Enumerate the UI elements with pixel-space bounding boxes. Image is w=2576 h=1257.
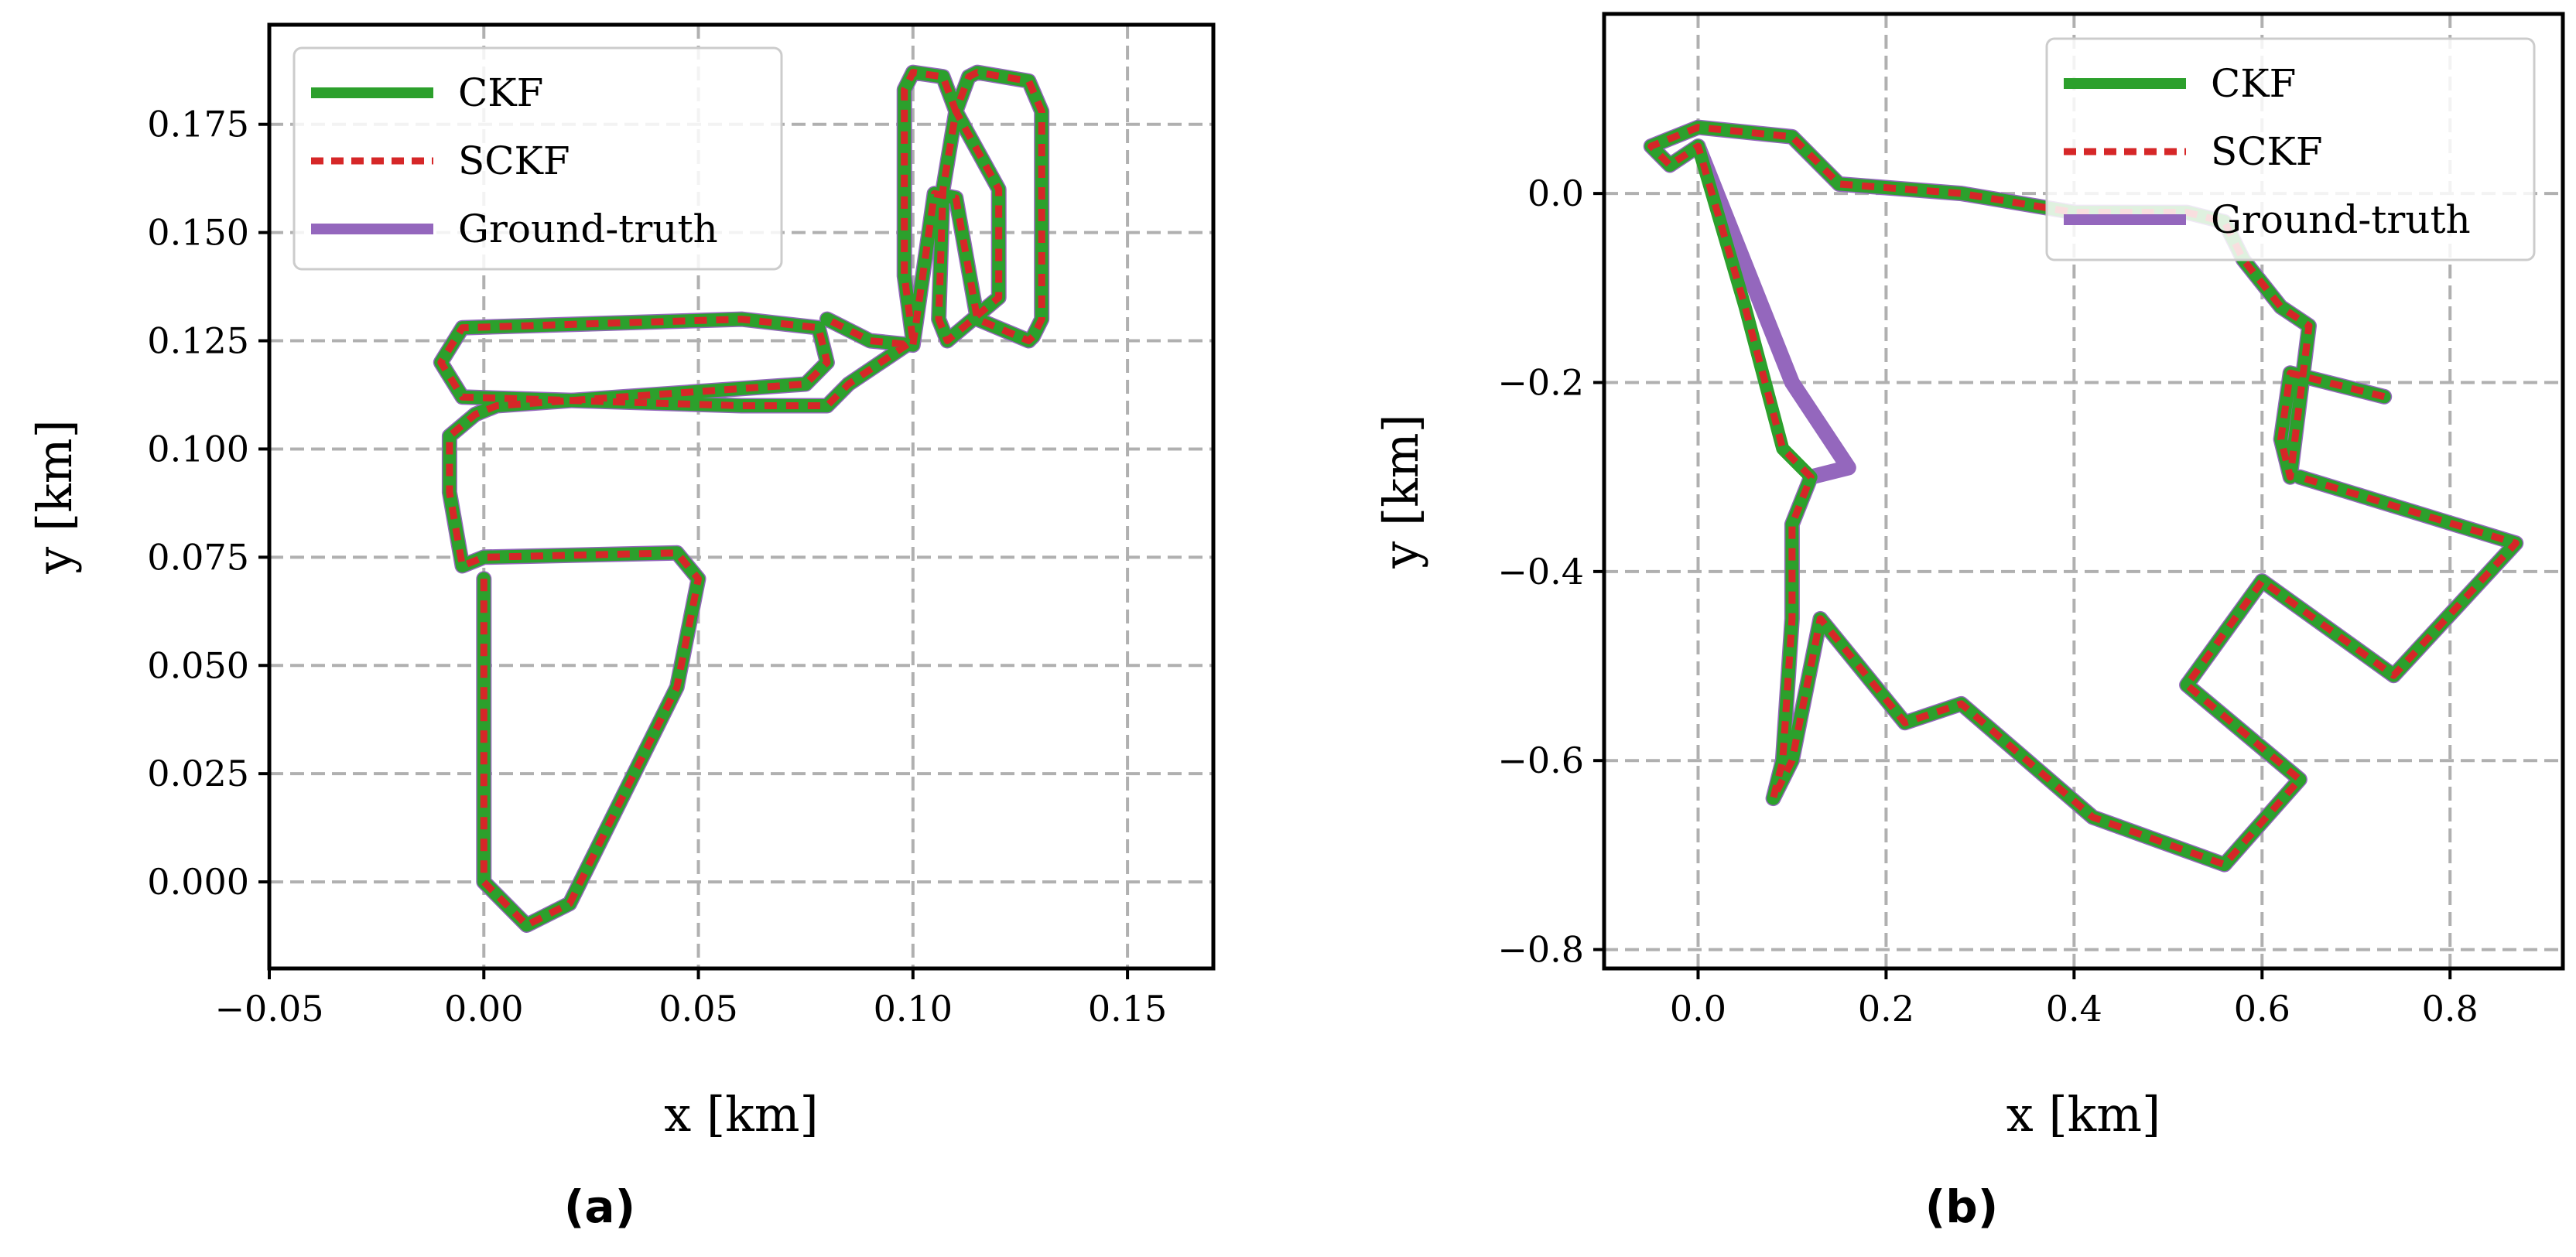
- legend-label: Ground-truth: [458, 207, 718, 251]
- y-tick-label: 0.075: [147, 536, 249, 578]
- legend-box: [2045, 37, 2536, 261]
- y-tick-label: 0.0: [1527, 172, 1584, 214]
- y-tick-label: −0.8: [1497, 929, 1584, 971]
- x-tick-label: 0.10: [874, 988, 953, 1030]
- legend-label: CKF: [2211, 61, 2296, 106]
- plot-area: [433, 64, 1050, 933]
- chart-b: 0.0 0.2 0.4 0.6 0.8 −0.8 −0.6 −0.4 −0.2 0.0 x [km]…: [1373, 12, 2565, 1233]
- x-tick-label: 0.2: [1858, 988, 1914, 1030]
- plot-frame: [1602, 12, 2565, 971]
- chart-a: −0.05 0.00 0.05 0.10 0.15 0.000 0.025 0.050 0.07…: [26, 22, 1216, 1233]
- y-axis-label: y [km]: [26, 419, 83, 574]
- legend: CKF SCKF Ground-truth: [292, 46, 783, 271]
- x-tick-label: 0.00: [444, 988, 523, 1030]
- legend-label: SCKF: [2211, 129, 2323, 174]
- y-tick-label: 0.025: [147, 753, 249, 794]
- y-tick-label: 0.150: [147, 212, 249, 254]
- y-tick-label: −0.6: [1497, 740, 1584, 781]
- legend-label: SCKF: [458, 138, 570, 183]
- x-tick-label: 0.0: [1670, 988, 1726, 1030]
- y-tick-label: 0.000: [147, 861, 249, 903]
- panel-label: (a): [564, 1180, 635, 1233]
- y-axis-label: y [km]: [1373, 414, 1429, 569]
- x-axis-label: x [km]: [664, 1086, 818, 1143]
- series-line-sckf: [1647, 124, 2520, 869]
- y-tick-label: 0.125: [147, 320, 249, 362]
- legend-label: CKF: [458, 70, 543, 115]
- y-tick-label: 0.175: [147, 104, 249, 145]
- legend-label: Ground-truth: [2211, 197, 2471, 242]
- x-tick-label: 0.6: [2234, 988, 2290, 1030]
- x-tick-label: 0.15: [1088, 988, 1167, 1030]
- y-tick-label: 0.050: [147, 644, 249, 686]
- legend: CKF SCKF Ground-truth: [2045, 37, 2536, 261]
- x-tick-label: 0.05: [659, 988, 737, 1030]
- y-tick-label: −0.2: [1497, 361, 1584, 403]
- legend-box: [292, 46, 783, 271]
- x-tick-label: 0.4: [2046, 988, 2102, 1030]
- plot-frame: [267, 22, 1216, 971]
- panel-label: (b): [1925, 1180, 1999, 1233]
- y-tick-label: −0.4: [1497, 551, 1584, 593]
- x-axis-label: x [km]: [2006, 1086, 2160, 1143]
- x-tick-label: −0.05: [215, 988, 324, 1030]
- series-line-sckf: [437, 69, 1045, 929]
- plot-area: [1643, 119, 2524, 873]
- x-tick-label: 0.8: [2422, 988, 2479, 1030]
- y-tick-label: 0.100: [147, 428, 249, 470]
